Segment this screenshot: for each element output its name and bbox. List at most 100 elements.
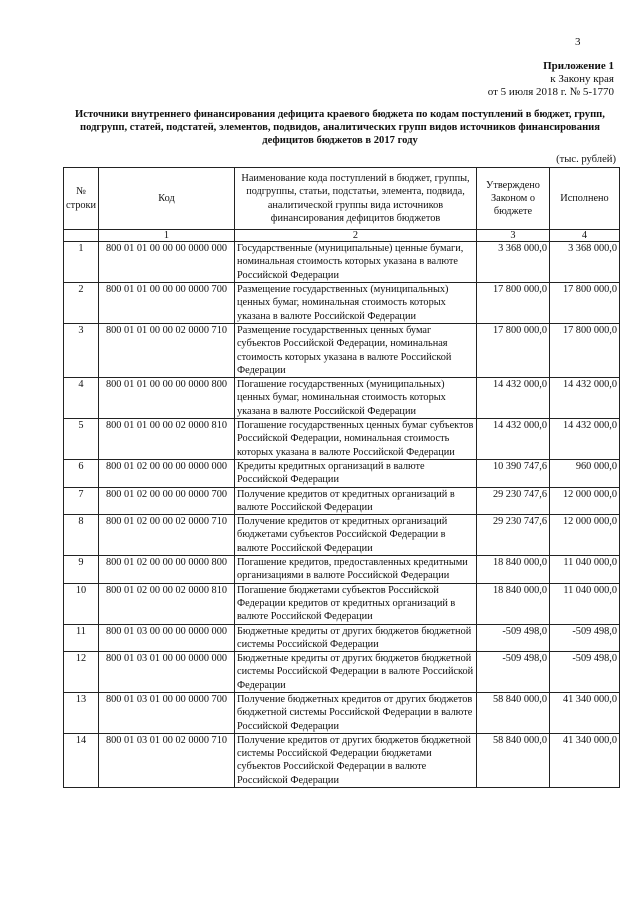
name-cell: Бюджетные кредиты от других бюджетов бюд… [234, 651, 477, 693]
approved-amount-cell: 14 432 000,0 [476, 418, 550, 460]
document-title: Источники внутреннего финансирования деф… [75, 109, 605, 146]
executed-amount-cell: 11 040 000,0 [549, 582, 620, 625]
row-number-cell: 13 [63, 691, 99, 734]
row-number-cell: 12 [63, 651, 99, 693]
approved-amount-cell: -509 498,0 [476, 623, 550, 653]
approved-amount-cell: 58 840 000,0 [476, 732, 550, 789]
column-number: 2 [234, 229, 477, 243]
table-row: 2 800 01 01 00 00 00 0000 700 Размещение г… [63, 282, 620, 324]
table-row: 7 800 01 02 00 00 00 0000 700 Получение кр… [63, 486, 620, 516]
code-cell: 800 01 03 01 00 02 0000 710 [98, 732, 235, 789]
header-row-number: № строки [63, 166, 99, 231]
approved-amount-cell: 14 432 000,0 [476, 377, 550, 420]
table-row: 6 800 01 02 00 00 00 0000 000 Кредиты кред… [63, 458, 620, 488]
name-cell: Получение кредитов от других бюджетов бю… [234, 732, 477, 789]
name-cell: Погашение государственных (муниципальных… [234, 377, 477, 420]
code-cell: 800 01 02 00 00 00 0000 000 [98, 458, 235, 488]
table-row: 1 800 01 01 00 00 00 0000 000 Государствен… [63, 241, 620, 284]
name-cell: Размещение государственных (муниципальны… [234, 282, 477, 324]
table-row: 8 800 01 02 00 00 02 0000 710 Получение кр… [63, 514, 620, 557]
executed-amount-cell: 960 000,0 [549, 458, 620, 488]
code-cell: 800 01 01 00 00 00 0000 700 [98, 282, 235, 324]
row-number-cell: 8 [63, 514, 99, 557]
code-cell: 800 01 01 00 00 02 0000 810 [98, 418, 235, 460]
table-row: 12 800 01 03 01 00 00 0000 000 Бюджетные к… [63, 651, 620, 693]
units-label: (тыс. рублей) [556, 154, 616, 165]
financing-sources-table: № строки Код Наименование кода поступлен… [63, 166, 620, 789]
name-cell: Бюджетные кредиты от других бюджетов бюд… [234, 623, 477, 653]
approved-amount-cell: 3 368 000,0 [476, 241, 550, 284]
executed-amount-cell: 14 432 000,0 [549, 377, 620, 420]
header-code: Код [98, 166, 235, 231]
name-cell: Государственные (муниципальные) ценные б… [234, 241, 477, 284]
executed-amount-cell: -509 498,0 [549, 651, 620, 693]
executed-amount-cell: -509 498,0 [549, 623, 620, 653]
name-cell: Погашение кредитов, предоставленных кред… [234, 555, 477, 584]
code-cell: 800 01 01 00 00 02 0000 710 [98, 322, 235, 379]
row-number-cell: 10 [63, 582, 99, 625]
code-cell: 800 01 02 00 00 02 0000 810 [98, 582, 235, 625]
row-number-cell: 3 [63, 322, 99, 379]
code-cell: 800 01 02 00 00 00 0000 800 [98, 555, 235, 584]
appendix-title: Приложение 1 [543, 60, 614, 72]
table-row: 9 800 01 02 00 00 00 0000 800 Погашение кр… [63, 555, 620, 584]
table-row: 5 800 01 01 00 00 02 0000 810 Погашение го… [63, 418, 620, 460]
header-row: № строки Код Наименование кода поступлен… [63, 166, 620, 231]
row-number-cell: 1 [63, 241, 99, 284]
approved-amount-cell: 29 230 747,6 [476, 486, 550, 516]
row-number-cell: 7 [63, 486, 99, 516]
row-number-cell: 9 [63, 555, 99, 584]
row-number-cell: 6 [63, 458, 99, 488]
code-cell: 800 01 01 00 00 00 0000 000 [98, 241, 235, 284]
executed-amount-cell: 3 368 000,0 [549, 241, 620, 284]
approved-amount-cell: 18 840 000,0 [476, 582, 550, 625]
code-cell: 800 01 02 00 00 00 0000 700 [98, 486, 235, 516]
name-cell: Получение кредитов от кредитных организа… [234, 486, 477, 516]
row-number-cell: 4 [63, 377, 99, 420]
executed-amount-cell: 17 800 000,0 [549, 322, 620, 379]
appendix-line: от 5 июля 2018 г. № 5-1770 [487, 86, 614, 98]
column-number: 1 [98, 229, 235, 243]
table-row: 3 800 01 01 00 00 02 0000 710 Размещение г… [63, 322, 620, 379]
page-number: 3 [575, 36, 581, 48]
executed-amount-cell: 41 340 000,0 [549, 732, 620, 789]
name-cell: Получение бюджетных кредитов от других б… [234, 691, 477, 734]
row-number-cell: 2 [63, 282, 99, 324]
name-cell: Погашение бюджетами субъектов Российской… [234, 582, 477, 625]
approved-amount-cell: 10 390 747,6 [476, 458, 550, 488]
code-cell: 800 01 03 01 00 00 0000 000 [98, 651, 235, 693]
executed-amount-cell: 11 040 000,0 [549, 555, 620, 584]
code-cell: 800 01 01 00 00 00 0000 800 [98, 377, 235, 420]
executed-amount-cell: 41 340 000,0 [549, 691, 620, 734]
approved-amount-cell: 17 800 000,0 [476, 322, 550, 379]
table-row: 10 800 01 02 00 00 02 0000 810 Погашение б… [63, 582, 620, 625]
header-name: Наименование кода поступлений в бюджет, … [234, 166, 477, 231]
column-number: 3 [476, 229, 550, 243]
executed-amount-cell: 14 432 000,0 [549, 418, 620, 460]
column-number: 4 [549, 229, 620, 243]
approved-amount-cell: 58 840 000,0 [476, 691, 550, 734]
code-cell: 800 01 03 01 00 00 0000 700 [98, 691, 235, 734]
name-cell: Получение кредитов от кредитных организа… [234, 514, 477, 557]
approved-amount-cell: -509 498,0 [476, 651, 550, 693]
executed-amount-cell: 12 000 000,0 [549, 486, 620, 516]
approved-amount-cell: 29 230 747,6 [476, 514, 550, 557]
table-row: 4 800 01 01 00 00 00 0000 800 Погашение го… [63, 377, 620, 420]
name-cell: Погашение государственных ценных бумаг с… [234, 418, 477, 460]
table-row: 13 800 01 03 01 00 00 0000 700 Получение б… [63, 691, 620, 734]
column-number-row: 1 2 3 4 [63, 229, 620, 243]
appendix-note: Приложение 1 к Закону края от 5 июля 201… [488, 60, 614, 99]
approved-amount-cell: 17 800 000,0 [476, 282, 550, 324]
executed-amount-cell: 17 800 000,0 [549, 282, 620, 324]
header-executed: Исполнено [549, 166, 620, 231]
table-row: 11 800 01 03 00 00 00 0000 000 Бюджетные к… [63, 623, 620, 653]
name-cell: Размещение государственных ценных бумаг … [234, 322, 477, 379]
code-cell: 800 01 03 00 00 00 0000 000 [98, 623, 235, 653]
approved-amount-cell: 18 840 000,0 [476, 555, 550, 584]
row-number-cell: 11 [63, 623, 99, 653]
header-approved: Утверждено Законом о бюджете [476, 166, 550, 231]
code-cell: 800 01 02 00 00 02 0000 710 [98, 514, 235, 557]
row-number-cell: 5 [63, 418, 99, 460]
row-number-cell: 14 [63, 732, 99, 789]
appendix-line: к Закону края [550, 73, 614, 85]
